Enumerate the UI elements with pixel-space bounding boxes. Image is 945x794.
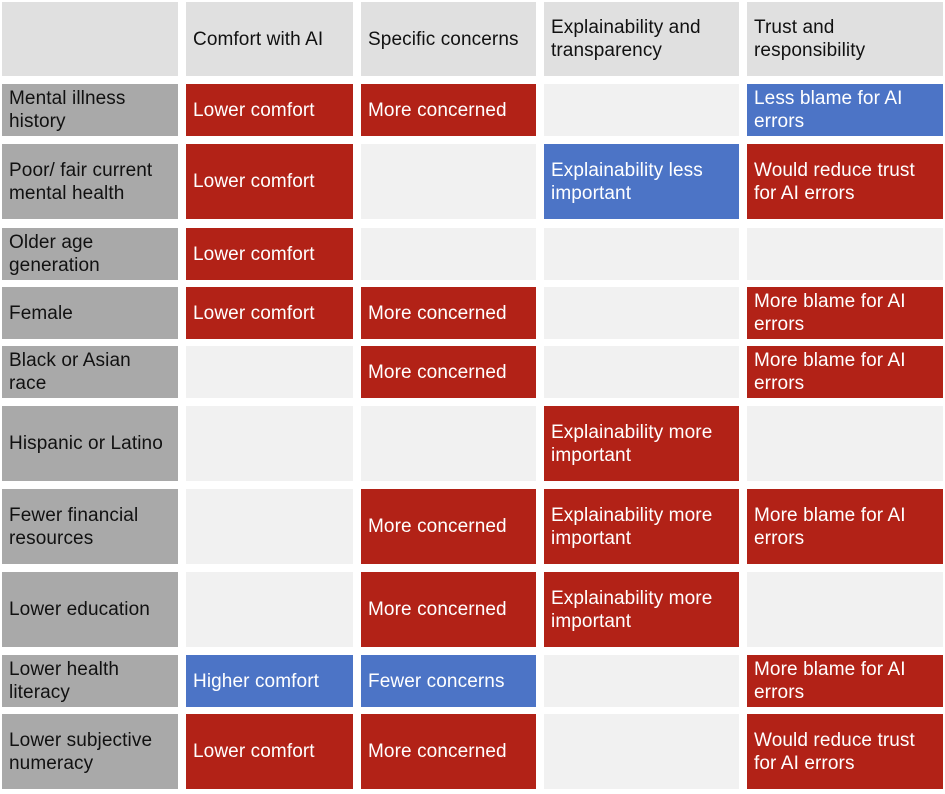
column-header-label: Specific concerns bbox=[368, 28, 519, 50]
finding-text: Lower comfort bbox=[193, 302, 315, 324]
finding-cell: Lower comfort bbox=[186, 144, 353, 219]
finding-cell bbox=[361, 144, 536, 219]
finding-cell bbox=[747, 406, 943, 481]
finding-cell: More concerned bbox=[361, 84, 536, 136]
row-header-lower-health-literacy: Lower health literacy bbox=[2, 655, 178, 707]
finding-text: More concerned bbox=[368, 599, 507, 620]
finding-cell bbox=[747, 228, 943, 280]
column-header-concerns: Specific concerns bbox=[361, 2, 536, 76]
finding-text: Explainability more important bbox=[551, 587, 713, 632]
finding-text: Lower comfort bbox=[193, 243, 315, 265]
finding-text: More blame for AI errors bbox=[754, 350, 906, 394]
finding-cell: More concerned bbox=[361, 714, 536, 789]
finding-cell bbox=[747, 572, 943, 647]
row-header-label: Lower health literacy bbox=[9, 659, 119, 703]
row-header-fewer-financial-resources: Fewer financial resources bbox=[2, 489, 178, 564]
finding-text: Explainability more important bbox=[551, 421, 713, 466]
finding-cell: More blame for AI errors bbox=[747, 489, 943, 564]
finding-text: More concerned bbox=[368, 99, 507, 121]
finding-text: Lower comfort bbox=[193, 741, 315, 762]
finding-cell: Lower comfort bbox=[186, 84, 353, 136]
row-header-label: Mental illness history bbox=[9, 88, 126, 132]
finding-cell bbox=[544, 714, 739, 789]
finding-cell bbox=[186, 572, 353, 647]
finding-cell bbox=[544, 287, 739, 339]
finding-cell: Explainability more important bbox=[544, 489, 739, 564]
finding-cell: Would reduce trust for AI errors bbox=[747, 144, 943, 219]
finding-text: More blame for AI errors bbox=[754, 659, 906, 703]
finding-text: Explainability more important bbox=[551, 504, 713, 549]
finding-cell bbox=[544, 655, 739, 707]
finding-text: More concerned bbox=[368, 302, 507, 324]
row-header-label: Poor/ fair current mental health bbox=[9, 159, 153, 204]
finding-cell: More concerned bbox=[361, 489, 536, 564]
row-header-poor-fair-current-mental-health: Poor/ fair current mental health bbox=[2, 144, 178, 219]
finding-text: Would reduce trust for AI errors bbox=[754, 729, 915, 774]
row-header-label: Lower subjective numeracy bbox=[9, 729, 153, 774]
row-header-label: Female bbox=[9, 302, 73, 324]
row-header-label: Black or Asian race bbox=[9, 350, 131, 394]
finding-text: More concerned bbox=[368, 361, 507, 383]
finding-text: Less blame for AI errors bbox=[754, 88, 903, 132]
finding-cell bbox=[544, 84, 739, 136]
column-header-comfort: Comfort with AI bbox=[186, 2, 353, 76]
finding-text: More concerned bbox=[368, 741, 507, 762]
row-header-female: Female bbox=[2, 287, 178, 339]
column-header-label: Trust and responsibility bbox=[754, 17, 866, 61]
finding-cell bbox=[361, 406, 536, 481]
finding-cell bbox=[186, 346, 353, 398]
finding-cell: More blame for AI errors bbox=[747, 655, 943, 707]
row-header-older-age-generation: Older age generation bbox=[2, 228, 178, 280]
corner-cell bbox=[2, 2, 178, 76]
finding-cell bbox=[544, 346, 739, 398]
finding-cell: Lower comfort bbox=[186, 228, 353, 280]
finding-cell: Higher comfort bbox=[186, 655, 353, 707]
finding-text: Lower comfort bbox=[193, 171, 315, 192]
finding-text: Lower comfort bbox=[193, 99, 315, 121]
finding-text: Higher comfort bbox=[193, 670, 319, 692]
finding-cell bbox=[186, 406, 353, 481]
finding-cell: More concerned bbox=[361, 287, 536, 339]
column-header-label: Explainability and transparency bbox=[551, 17, 701, 61]
row-header-hispanic-or-latino: Hispanic or Latino bbox=[2, 406, 178, 481]
row-header-label: Older age generation bbox=[9, 232, 100, 276]
finding-text: Explainability less important bbox=[551, 159, 703, 204]
finding-cell: Fewer concerns bbox=[361, 655, 536, 707]
row-header-label: Hispanic or Latino bbox=[9, 433, 163, 454]
finding-cell: Less blame for AI errors bbox=[747, 84, 943, 136]
finding-text: Would reduce trust for AI errors bbox=[754, 159, 915, 204]
finding-text: More blame for AI errors bbox=[754, 504, 906, 549]
finding-cell: Would reduce trust for AI errors bbox=[747, 714, 943, 789]
row-header-mental-illness-history: Mental illness history bbox=[2, 84, 178, 136]
row-header-lower-subjective-numeracy: Lower subjective numeracy bbox=[2, 714, 178, 789]
finding-cell bbox=[361, 228, 536, 280]
finding-cell: More blame for AI errors bbox=[747, 287, 943, 339]
finding-text: More blame for AI errors bbox=[754, 291, 906, 335]
finding-cell: More concerned bbox=[361, 346, 536, 398]
finding-cell bbox=[544, 228, 739, 280]
row-header-black-or-asian-race: Black or Asian race bbox=[2, 346, 178, 398]
finding-cell: Explainability more important bbox=[544, 406, 739, 481]
finding-cell: More blame for AI errors bbox=[747, 346, 943, 398]
finding-cell: Lower comfort bbox=[186, 287, 353, 339]
finding-text: Fewer concerns bbox=[368, 670, 505, 692]
finding-cell: Lower comfort bbox=[186, 714, 353, 789]
column-header-label: Comfort with AI bbox=[193, 28, 324, 50]
finding-text: More concerned bbox=[368, 516, 507, 537]
row-header-lower-education: Lower education bbox=[2, 572, 178, 647]
finding-cell: More concerned bbox=[361, 572, 536, 647]
finding-cell: Explainability less important bbox=[544, 144, 739, 219]
row-header-label: Fewer financial resources bbox=[9, 504, 139, 549]
column-header-explainability: Explainability and transparency bbox=[544, 2, 739, 76]
row-header-label: Lower education bbox=[9, 599, 150, 620]
finding-cell bbox=[186, 489, 353, 564]
column-header-trust: Trust and responsibility bbox=[747, 2, 943, 76]
finding-cell: Explainability more important bbox=[544, 572, 739, 647]
